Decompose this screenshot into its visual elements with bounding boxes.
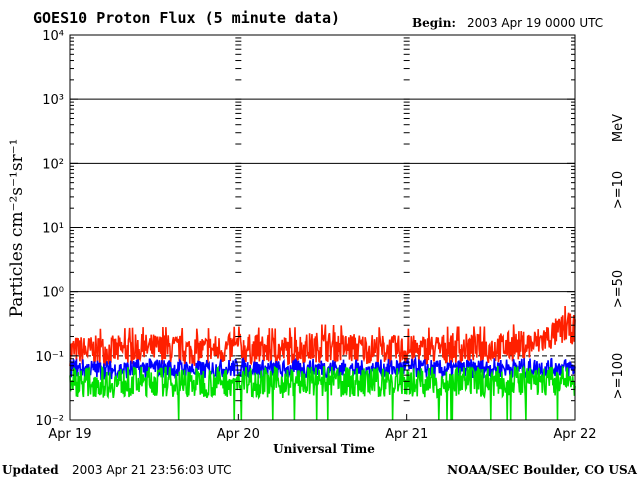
begin-value: 2003 Apr 19 0000 UTC	[467, 16, 603, 30]
y-tick-label: 10⁰	[42, 286, 64, 301]
x-tick-label: Apr 22	[553, 427, 596, 442]
grid-lines	[70, 98, 575, 357]
updated-label: Updated	[2, 463, 59, 477]
y-axis-label: Particles cm⁻²s⁻¹sr⁻¹	[7, 139, 27, 318]
legend-series-ge50: >=50	[611, 270, 626, 308]
legend-unit: MeV	[611, 114, 626, 142]
chart-title: GOES10 Proton Flux (5 minute data)	[33, 9, 340, 27]
y-tick-label: 10¹	[42, 222, 64, 237]
y-tick-label: 10²	[42, 157, 64, 172]
begin-label: Begin:	[412, 16, 456, 30]
legend-series-ge10: >=10	[611, 171, 626, 209]
legend-series-ge100: >=100	[611, 353, 626, 400]
y-tick-label: 10³	[42, 93, 64, 108]
series-line-0	[69, 305, 576, 367]
y-tick-label: 10⁴	[42, 29, 64, 44]
x-tick-label: Apr 20	[217, 427, 260, 442]
x-tick-label: Apr 21	[385, 427, 428, 442]
x-axis-label: Universal Time	[273, 442, 375, 456]
axis-ticks: 10⁻² 10⁻¹ 10⁰ 10¹ 10² 10³ 10⁴ Apr 19 Apr 20 Apr 2…	[35, 29, 596, 442]
y-tick-label: 10⁻²	[35, 414, 64, 429]
series-group	[69, 305, 576, 421]
y-tick-label: 10⁻¹	[35, 350, 64, 365]
credit-text: NOAA/SEC Boulder, CO USA	[447, 463, 638, 477]
plot-frame	[69, 34, 576, 421]
updated-value: 2003 Apr 21 23:56:03 UTC	[72, 463, 232, 477]
x-tick-label: Apr 19	[48, 427, 91, 442]
